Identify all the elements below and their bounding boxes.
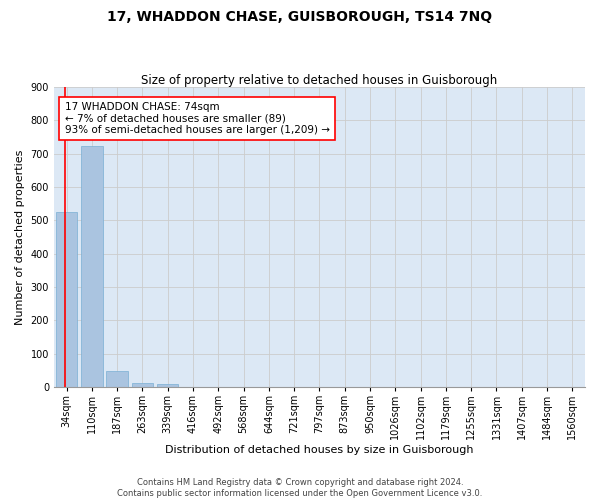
Bar <box>56 212 77 387</box>
Bar <box>157 384 178 387</box>
Y-axis label: Number of detached properties: Number of detached properties <box>15 149 25 324</box>
Bar <box>131 383 153 387</box>
Title: Size of property relative to detached houses in Guisborough: Size of property relative to detached ho… <box>142 74 497 87</box>
Text: 17, WHADDON CHASE, GUISBOROUGH, TS14 7NQ: 17, WHADDON CHASE, GUISBOROUGH, TS14 7NQ <box>107 10 493 24</box>
Text: 17 WHADDON CHASE: 74sqm
← 7% of detached houses are smaller (89)
93% of semi-det: 17 WHADDON CHASE: 74sqm ← 7% of detached… <box>65 102 329 135</box>
Bar <box>81 146 103 387</box>
X-axis label: Distribution of detached houses by size in Guisborough: Distribution of detached houses by size … <box>165 445 474 455</box>
Bar <box>106 371 128 387</box>
Text: Contains HM Land Registry data © Crown copyright and database right 2024.
Contai: Contains HM Land Registry data © Crown c… <box>118 478 482 498</box>
